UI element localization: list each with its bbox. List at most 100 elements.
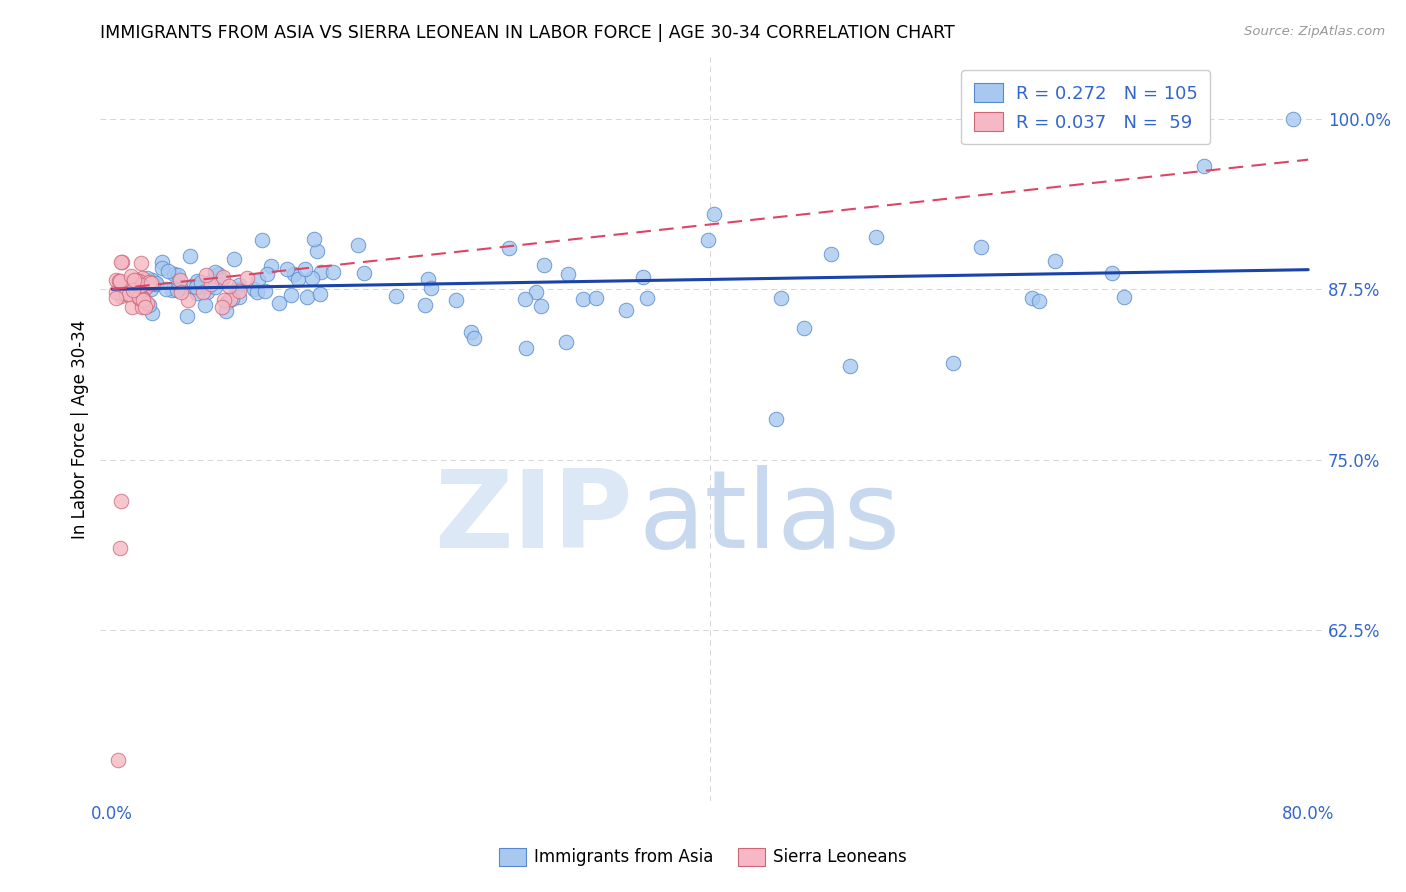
Point (530, 299, 553, 313)
Point (218, 278, 240, 293)
Point (166, 283, 188, 297)
Point (200, 277, 222, 291)
Point (169, 273, 191, 287)
Point (820, 247, 842, 261)
Point (114, 287, 136, 301)
Point (193, 285, 215, 300)
Point (308, 286, 330, 301)
Point (167, 268, 190, 283)
Point (250, 233, 273, 247)
Text: atlas: atlas (638, 466, 900, 571)
Point (121, 300, 143, 314)
Point (1043, 254, 1066, 268)
Point (246, 285, 269, 299)
Point (970, 240, 993, 254)
Point (631, 270, 654, 285)
Point (184, 280, 207, 294)
Point (136, 277, 159, 292)
Point (169, 280, 191, 294)
Point (228, 290, 250, 304)
Point (839, 359, 862, 374)
Point (134, 300, 156, 314)
Point (301, 270, 323, 285)
Point (347, 238, 370, 252)
Point (138, 275, 160, 289)
Point (253, 284, 276, 298)
Point (280, 288, 302, 302)
Point (180, 279, 202, 293)
Point (614, 303, 637, 318)
Point (156, 264, 179, 278)
Point (1021, 291, 1043, 305)
Point (865, 230, 887, 244)
Point (107, 753, 129, 767)
Point (793, 320, 815, 334)
Point (557, 267, 579, 281)
Point (702, 207, 724, 221)
Point (294, 262, 316, 277)
Point (118, 282, 141, 296)
Point (260, 259, 283, 273)
Legend: R = 0.272   N = 105, R = 0.037   N =  59: R = 0.272 N = 105, R = 0.037 N = 59 (962, 70, 1211, 145)
Point (311, 265, 333, 279)
Point (124, 286, 146, 301)
Point (170, 285, 193, 299)
Point (322, 265, 344, 279)
Point (524, 285, 547, 299)
Point (1101, 266, 1123, 280)
Point (498, 241, 520, 255)
Point (145, 276, 167, 290)
Point (150, 261, 173, 276)
Point (212, 270, 235, 285)
Point (122, 273, 145, 287)
Point (128, 291, 150, 305)
Point (221, 292, 243, 306)
Point (176, 310, 198, 324)
Point (211, 273, 233, 287)
Point (243, 282, 266, 296)
Point (111, 285, 134, 300)
Text: IMMIGRANTS FROM ASIA VS SIERRA LEONEAN IN LABOR FORCE | AGE 30-34 CORRELATION CH: IMMIGRANTS FROM ASIA VS SIERRA LEONEAN I… (100, 24, 955, 42)
Point (128, 282, 150, 296)
Point (765, 411, 787, 425)
Point (177, 293, 200, 307)
Point (1028, 293, 1050, 308)
Point (128, 290, 150, 304)
Point (554, 334, 576, 349)
Point (129, 278, 152, 293)
Point (108, 274, 131, 288)
Point (353, 266, 375, 280)
Point (139, 282, 162, 296)
Point (194, 298, 217, 312)
Point (385, 289, 408, 303)
Point (110, 289, 132, 303)
Point (416, 272, 439, 286)
Point (256, 268, 278, 282)
Point (110, 255, 132, 269)
Point (186, 274, 208, 288)
Point (696, 233, 718, 247)
Point (132, 291, 155, 305)
Point (141, 276, 163, 290)
Text: ZIP: ZIP (434, 466, 633, 571)
Point (121, 283, 143, 297)
Point (246, 273, 269, 287)
Point (533, 259, 555, 273)
Point (463, 331, 485, 345)
Point (129, 256, 152, 270)
Point (120, 268, 142, 283)
Point (114, 278, 136, 293)
Point (131, 300, 153, 314)
Point (155, 282, 177, 296)
Point (267, 296, 290, 310)
Point (128, 279, 150, 293)
Point (160, 283, 183, 297)
Point (110, 493, 132, 508)
Point (125, 273, 148, 287)
Point (128, 274, 150, 288)
Point (513, 292, 536, 306)
Point (190, 275, 212, 289)
Text: Source: ZipAtlas.com: Source: ZipAtlas.com (1244, 25, 1385, 38)
Point (179, 249, 201, 263)
Point (460, 326, 482, 340)
